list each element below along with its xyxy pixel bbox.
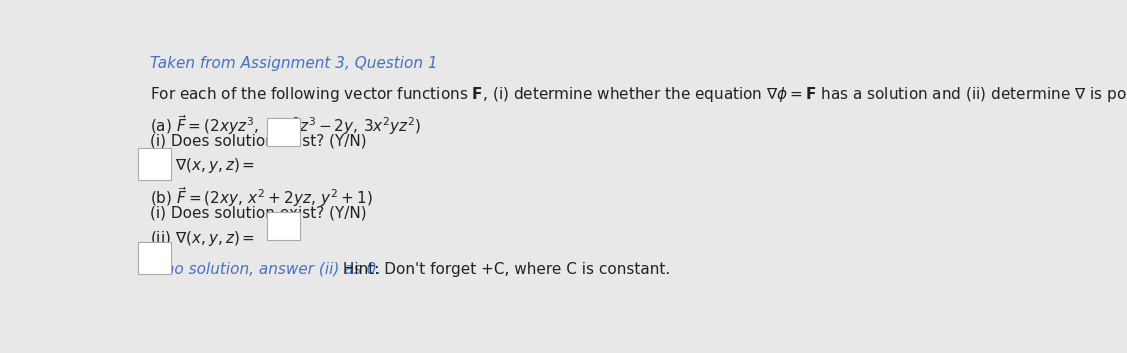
Text: Hint: Don't forget +C, where C is constant.: Hint: Don't forget +C, where C is consta… (338, 262, 671, 277)
Text: Taken from Assignment 3, Question 1: Taken from Assignment 3, Question 1 (150, 56, 437, 71)
Text: (ii) $\nabla(x, y, z) =$: (ii) $\nabla(x, y, z) =$ (150, 156, 256, 175)
Text: (b) $\vec{F} = (2xy,\, x^2 + 2yz,\, y^2 + 1)$: (b) $\vec{F} = (2xy,\, x^2 + 2yz,\, y^2 … (150, 185, 373, 209)
Text: (ii) $\nabla(x, y, z) =$: (ii) $\nabla(x, y, z) =$ (150, 229, 256, 248)
Text: (i) Does solution exist? (Y/N): (i) Does solution exist? (Y/N) (150, 205, 366, 221)
Text: If no solution, answer (ii) as 0.: If no solution, answer (ii) as 0. (150, 262, 381, 277)
Text: (i) Does solution exist? (Y/N): (i) Does solution exist? (Y/N) (150, 133, 366, 148)
Text: For each of the following vector functions $\mathbf{F}$, (i) determine whether t: For each of the following vector functio… (150, 85, 1127, 104)
Text: (a) $\vec{F} = (2xyz^3,\, -x^2z^3 - 2y,\, 3x^2yz^2)$: (a) $\vec{F} = (2xyz^3,\, -x^2z^3 - 2y,\… (150, 113, 421, 137)
